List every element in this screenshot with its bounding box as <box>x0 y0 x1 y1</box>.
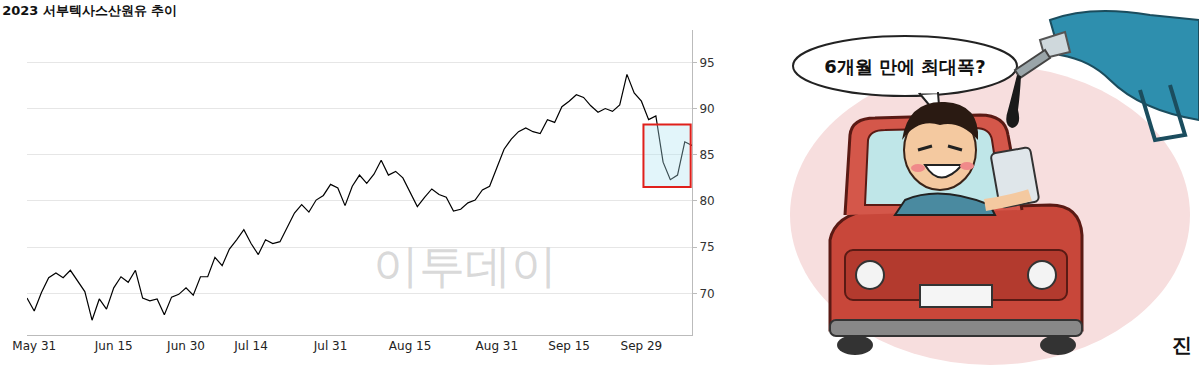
svg-text:진: 진 <box>1172 333 1192 357</box>
svg-text:May 31: May 31 <box>12 339 56 353</box>
svg-text:Sep 29: Sep 29 <box>621 339 663 353</box>
svg-text:이투데이: 이투데이 <box>373 239 557 293</box>
svg-text:6개월 만에 최대폭?: 6개월 만에 최대폭? <box>824 56 986 77</box>
svg-text:70: 70 <box>699 287 714 301</box>
svg-text:95: 95 <box>699 56 714 70</box>
svg-text:Sep 15: Sep 15 <box>548 339 590 353</box>
svg-text:Jul 31: Jul 31 <box>313 339 348 353</box>
svg-text:2023 서부텍사스산원유 추이: 2023 서부텍사스산원유 추이 <box>2 3 177 18</box>
svg-text:85: 85 <box>699 148 714 162</box>
svg-text:90: 90 <box>699 102 714 116</box>
svg-text:Jun 30: Jun 30 <box>166 339 205 353</box>
svg-text:80: 80 <box>699 194 714 208</box>
svg-text:Aug 31: Aug 31 <box>476 339 519 353</box>
svg-text:Aug 15: Aug 15 <box>389 339 432 353</box>
svg-text:75: 75 <box>699 240 714 254</box>
svg-text:Jul 14: Jul 14 <box>233 339 268 353</box>
svg-text:Jun 15: Jun 15 <box>94 339 133 353</box>
